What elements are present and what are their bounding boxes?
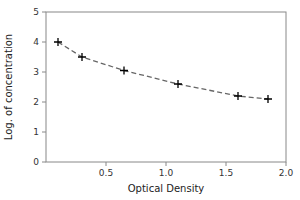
- x-tick-label: 1.5: [219, 168, 233, 178]
- chart: 0.5 1.0 1.5 2.0 0 1 2 3 4 5 Optical Density Log. of…: [0, 0, 300, 200]
- data-point: [54, 38, 62, 46]
- data-point: [120, 67, 128, 75]
- data-line: [58, 42, 268, 99]
- y-tick-label: 0: [33, 157, 39, 167]
- y-tick-label: 5: [33, 7, 39, 17]
- x-tick: [166, 162, 167, 166]
- y-tick-label: 2: [33, 97, 39, 107]
- x-tick: [286, 162, 287, 166]
- y-tick-label: 1: [33, 127, 39, 137]
- data-point: [174, 80, 182, 88]
- y-tick: [42, 132, 46, 133]
- y-tick: [42, 72, 46, 73]
- data-point: [234, 92, 242, 100]
- x-tick-label: 0.5: [99, 168, 113, 178]
- y-tick: [42, 102, 46, 103]
- plot-area: [54, 38, 272, 103]
- x-tick: [106, 162, 107, 166]
- x-axis-label: Optical Density: [128, 183, 205, 194]
- data-point: [78, 53, 86, 61]
- y-axis-label: Log. of concentration: [3, 34, 14, 140]
- y-tick-label: 3: [33, 67, 39, 77]
- y-tick-label: 4: [33, 37, 39, 47]
- plot-frame: [46, 12, 286, 162]
- y-tick: [42, 12, 46, 13]
- y-tick: [42, 162, 46, 163]
- data-point: [264, 95, 272, 103]
- x-tick-label: 1.0: [159, 168, 174, 178]
- x-tick: [226, 162, 227, 166]
- x-tick-label: 2.0: [279, 168, 294, 178]
- y-tick: [42, 42, 46, 43]
